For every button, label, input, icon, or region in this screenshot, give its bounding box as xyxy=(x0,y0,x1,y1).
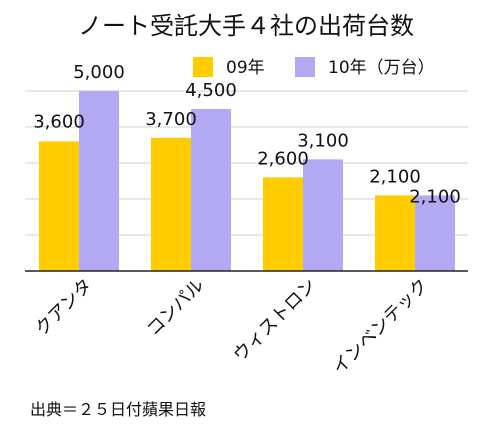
category-label-0: クアンタ xyxy=(31,275,96,340)
legend-swatch-09 xyxy=(193,57,213,77)
legend-label-10: 10年（万台） xyxy=(328,58,435,78)
source-note: 出典＝２５日付蘋果日報 xyxy=(30,400,207,419)
value-label-09-2: 2,600 xyxy=(257,148,309,169)
bar-10-3 xyxy=(415,195,455,271)
value-label-10-1: 4,500 xyxy=(185,80,237,101)
category-label-2: ウィストロン xyxy=(229,275,320,366)
value-label-10-3: 2,100 xyxy=(409,186,461,207)
bars xyxy=(39,91,455,271)
legend-swatch-10 xyxy=(295,57,315,77)
bar-10-0 xyxy=(79,91,119,271)
value-label-09-3: 2,100 xyxy=(369,166,421,187)
bar-10-1 xyxy=(191,109,231,271)
bar-09-1 xyxy=(151,137,191,271)
legend-label-09: 09年 xyxy=(226,58,265,78)
bar-10-2 xyxy=(303,159,343,271)
bar-09-2 xyxy=(263,177,303,271)
value-label-10-0: 5,000 xyxy=(73,62,125,83)
bar-09-3 xyxy=(375,195,415,271)
chart-title: ノート受託大手４社の出荷台数 xyxy=(78,12,414,40)
category-label-1: コンパル xyxy=(143,275,209,341)
category-label-3: インベンテック xyxy=(329,275,433,379)
value-label-09-1: 3,700 xyxy=(145,109,197,130)
bar-09-0 xyxy=(39,141,79,271)
value-label-10-2: 3,100 xyxy=(297,130,349,151)
value-label-09-0: 3,600 xyxy=(33,111,85,132)
legend: 09年 10年（万台） xyxy=(193,57,435,78)
category-labels: クアンタ コンパル ウィストロン インベンテック xyxy=(31,275,432,379)
